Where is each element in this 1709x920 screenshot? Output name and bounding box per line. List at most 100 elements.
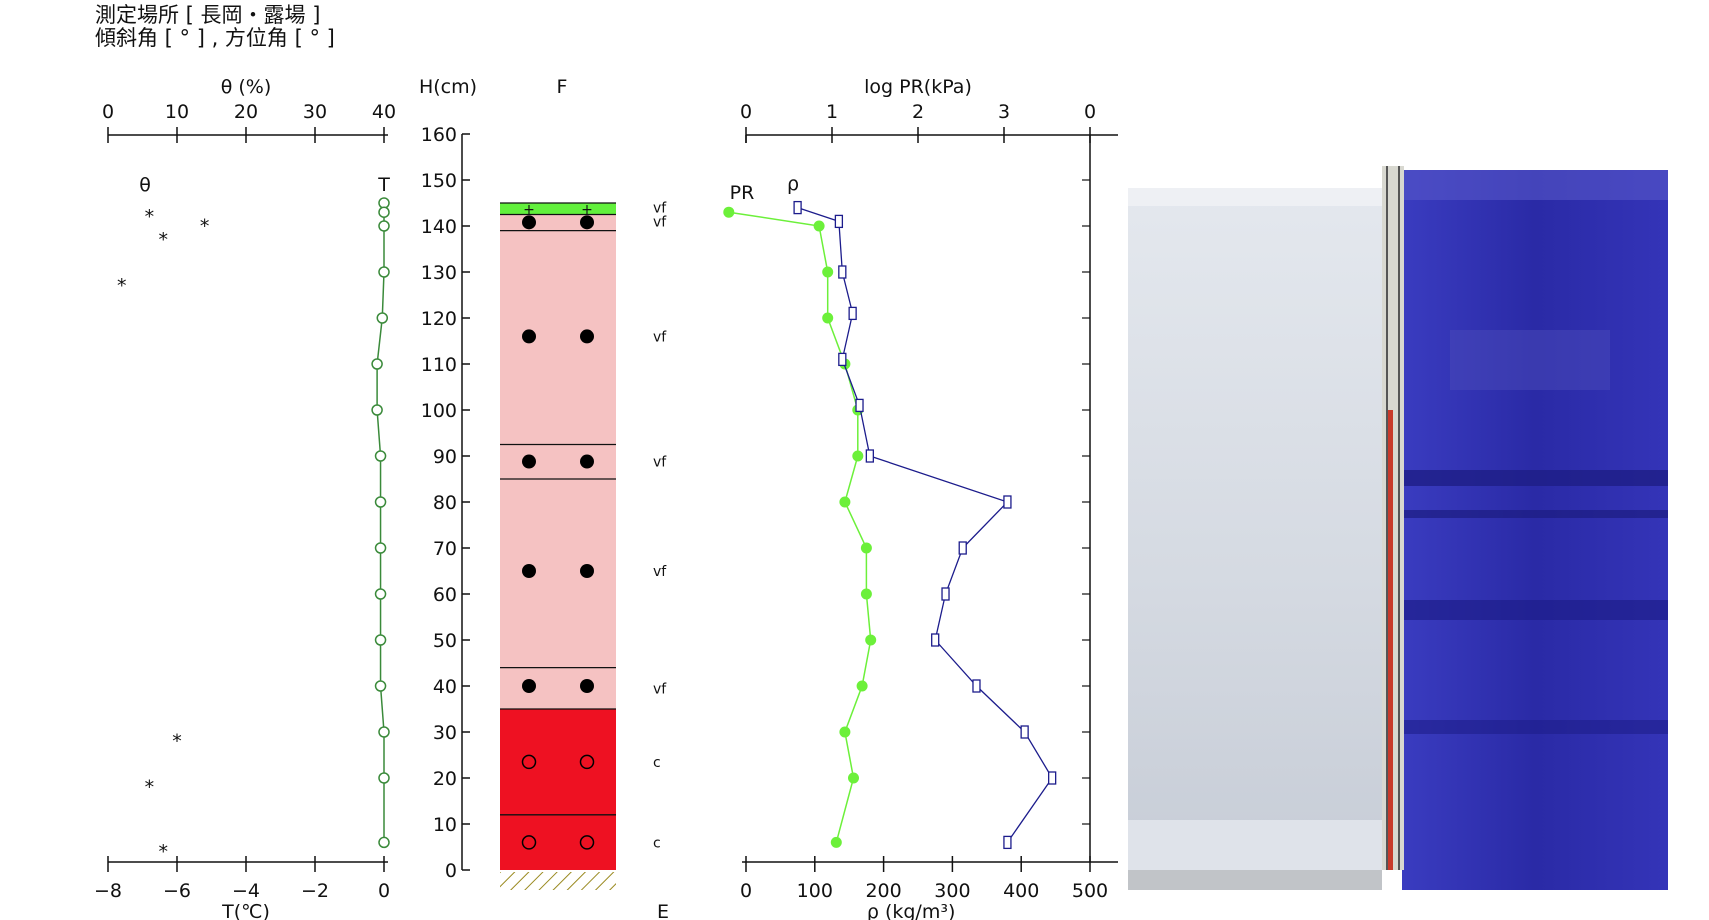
height-tick-label: 120 (421, 308, 457, 330)
temp-legend-label: T (377, 174, 390, 196)
grain-shape-melt-symbol (521, 835, 537, 850)
temp-point (378, 206, 390, 218)
density-point (958, 541, 967, 555)
theta-tick-label: 10 (165, 101, 189, 123)
grain-shape-rounded-symbol (580, 679, 594, 693)
temp-axis-title: T(℃) (221, 901, 270, 920)
temp-point (378, 220, 390, 232)
grain-shape-melt-symbol (579, 835, 595, 850)
density-point (941, 587, 950, 601)
snow-layer (500, 214, 616, 231)
grain-size-label: vf (653, 214, 667, 230)
theta-point: * (145, 206, 155, 228)
density-tick-label: 400 (1003, 880, 1039, 902)
temp-tick-label: −8 (94, 880, 122, 902)
temp-point (378, 772, 390, 784)
grain-shape-rounded-symbol (522, 564, 536, 578)
snow-layer (500, 709, 616, 815)
pr-axis-title: log PR(kPa) (864, 76, 972, 98)
temp-point (376, 312, 389, 324)
snow-pit-photo (1128, 166, 1668, 890)
pr-line (728, 211, 872, 843)
density-point (848, 306, 857, 321)
pr-point (848, 772, 859, 784)
pr-point (856, 680, 868, 692)
grain-shape-melt-symbol (521, 754, 537, 770)
height-tick-label: 140 (421, 216, 457, 238)
pr-tick-label: 3 (998, 101, 1010, 123)
grain-shape-rounded-symbol (522, 329, 536, 344)
grain-shape-fresh-symbol: + (581, 202, 593, 218)
pr-point (839, 496, 851, 508)
height-tick-label: 60 (433, 584, 457, 606)
temp-line (376, 203, 385, 843)
height-tick-label: 100 (421, 400, 457, 422)
grain-shape-fresh-symbol: + (523, 202, 535, 218)
theta-point: * (117, 275, 127, 297)
density-axis-title: ρ (kg/m³) (867, 901, 956, 920)
temp-point (371, 404, 383, 416)
density-point (855, 398, 864, 413)
theta-axis-title: θ (%) (221, 76, 272, 98)
theta-point: * (145, 777, 155, 799)
grain-size-label: c (653, 835, 661, 851)
theta-tick-label: 40 (372, 101, 396, 123)
theta-temperature-panel: 0 10 20 30 40θ (%)−8 −6 −4 −2 0T(℃)θ* ******T (94, 76, 396, 920)
temp-point (374, 588, 387, 600)
snow-layer (500, 230, 616, 445)
density-point (1020, 725, 1029, 739)
layer-column-header: F (557, 76, 568, 98)
density-tick-label: 200 (865, 880, 901, 902)
grain-shape-rounded-symbol (580, 329, 594, 344)
grain-size-label: vf (653, 201, 667, 217)
density-point (838, 352, 847, 367)
temp-point (374, 634, 387, 646)
height-tick-label: 50 (433, 630, 457, 652)
pr-tick-label: 0 (740, 101, 752, 123)
pr-point (830, 836, 842, 848)
slope-aspect-title: 傾斜角 [ ° ] , 方位角 [ ° ] (95, 26, 335, 50)
temp-point (374, 496, 387, 508)
density-point (1003, 495, 1012, 509)
height-tick-label: 20 (433, 768, 457, 790)
ground-hatch (500, 872, 616, 890)
density-point (1003, 835, 1012, 850)
temp-point (374, 680, 387, 692)
theta-tick-label: 20 (234, 101, 258, 123)
snow-layer (500, 814, 616, 870)
grain-shape-rounded-symbol (580, 564, 594, 578)
theta-legend-label: θ (139, 174, 151, 196)
temp-point (378, 836, 390, 849)
height-tick-label: 40 (433, 676, 457, 698)
pr-point (822, 312, 834, 324)
pr-point (839, 726, 851, 738)
height-axis-title: H(cm) (419, 76, 477, 98)
pr-point (852, 450, 864, 462)
theta-tick-label: 30 (303, 101, 327, 123)
ground-label: E (657, 901, 669, 920)
density-point (834, 214, 844, 229)
temp-point (374, 450, 387, 462)
density-point (972, 679, 981, 693)
grain-size-label: vf (653, 681, 667, 697)
density-tick-label: 100 (797, 880, 833, 902)
height-tick-label: 110 (421, 354, 457, 376)
temp-tick-label: −6 (163, 880, 191, 902)
pr-legend-label: PR (730, 182, 755, 204)
density-tick-label: 300 (934, 880, 970, 902)
height-tick-label: 90 (433, 446, 457, 468)
grain-size-label: vf (653, 564, 667, 580)
pr-point (723, 206, 735, 218)
density-legend-label: ρ (787, 173, 799, 195)
height-axis: H(cm) 0 10 20 30 40 50 60 70 80 90 100 110 120 130 140 1… (419, 76, 477, 882)
temp-point (371, 358, 383, 370)
density-point (793, 200, 802, 215)
snow-layer (500, 203, 616, 215)
temp-point (378, 726, 390, 738)
height-tick-label: 0 (445, 860, 457, 882)
grain-shape-melt-symbol (579, 754, 595, 770)
height-tick-label: 130 (421, 262, 457, 284)
